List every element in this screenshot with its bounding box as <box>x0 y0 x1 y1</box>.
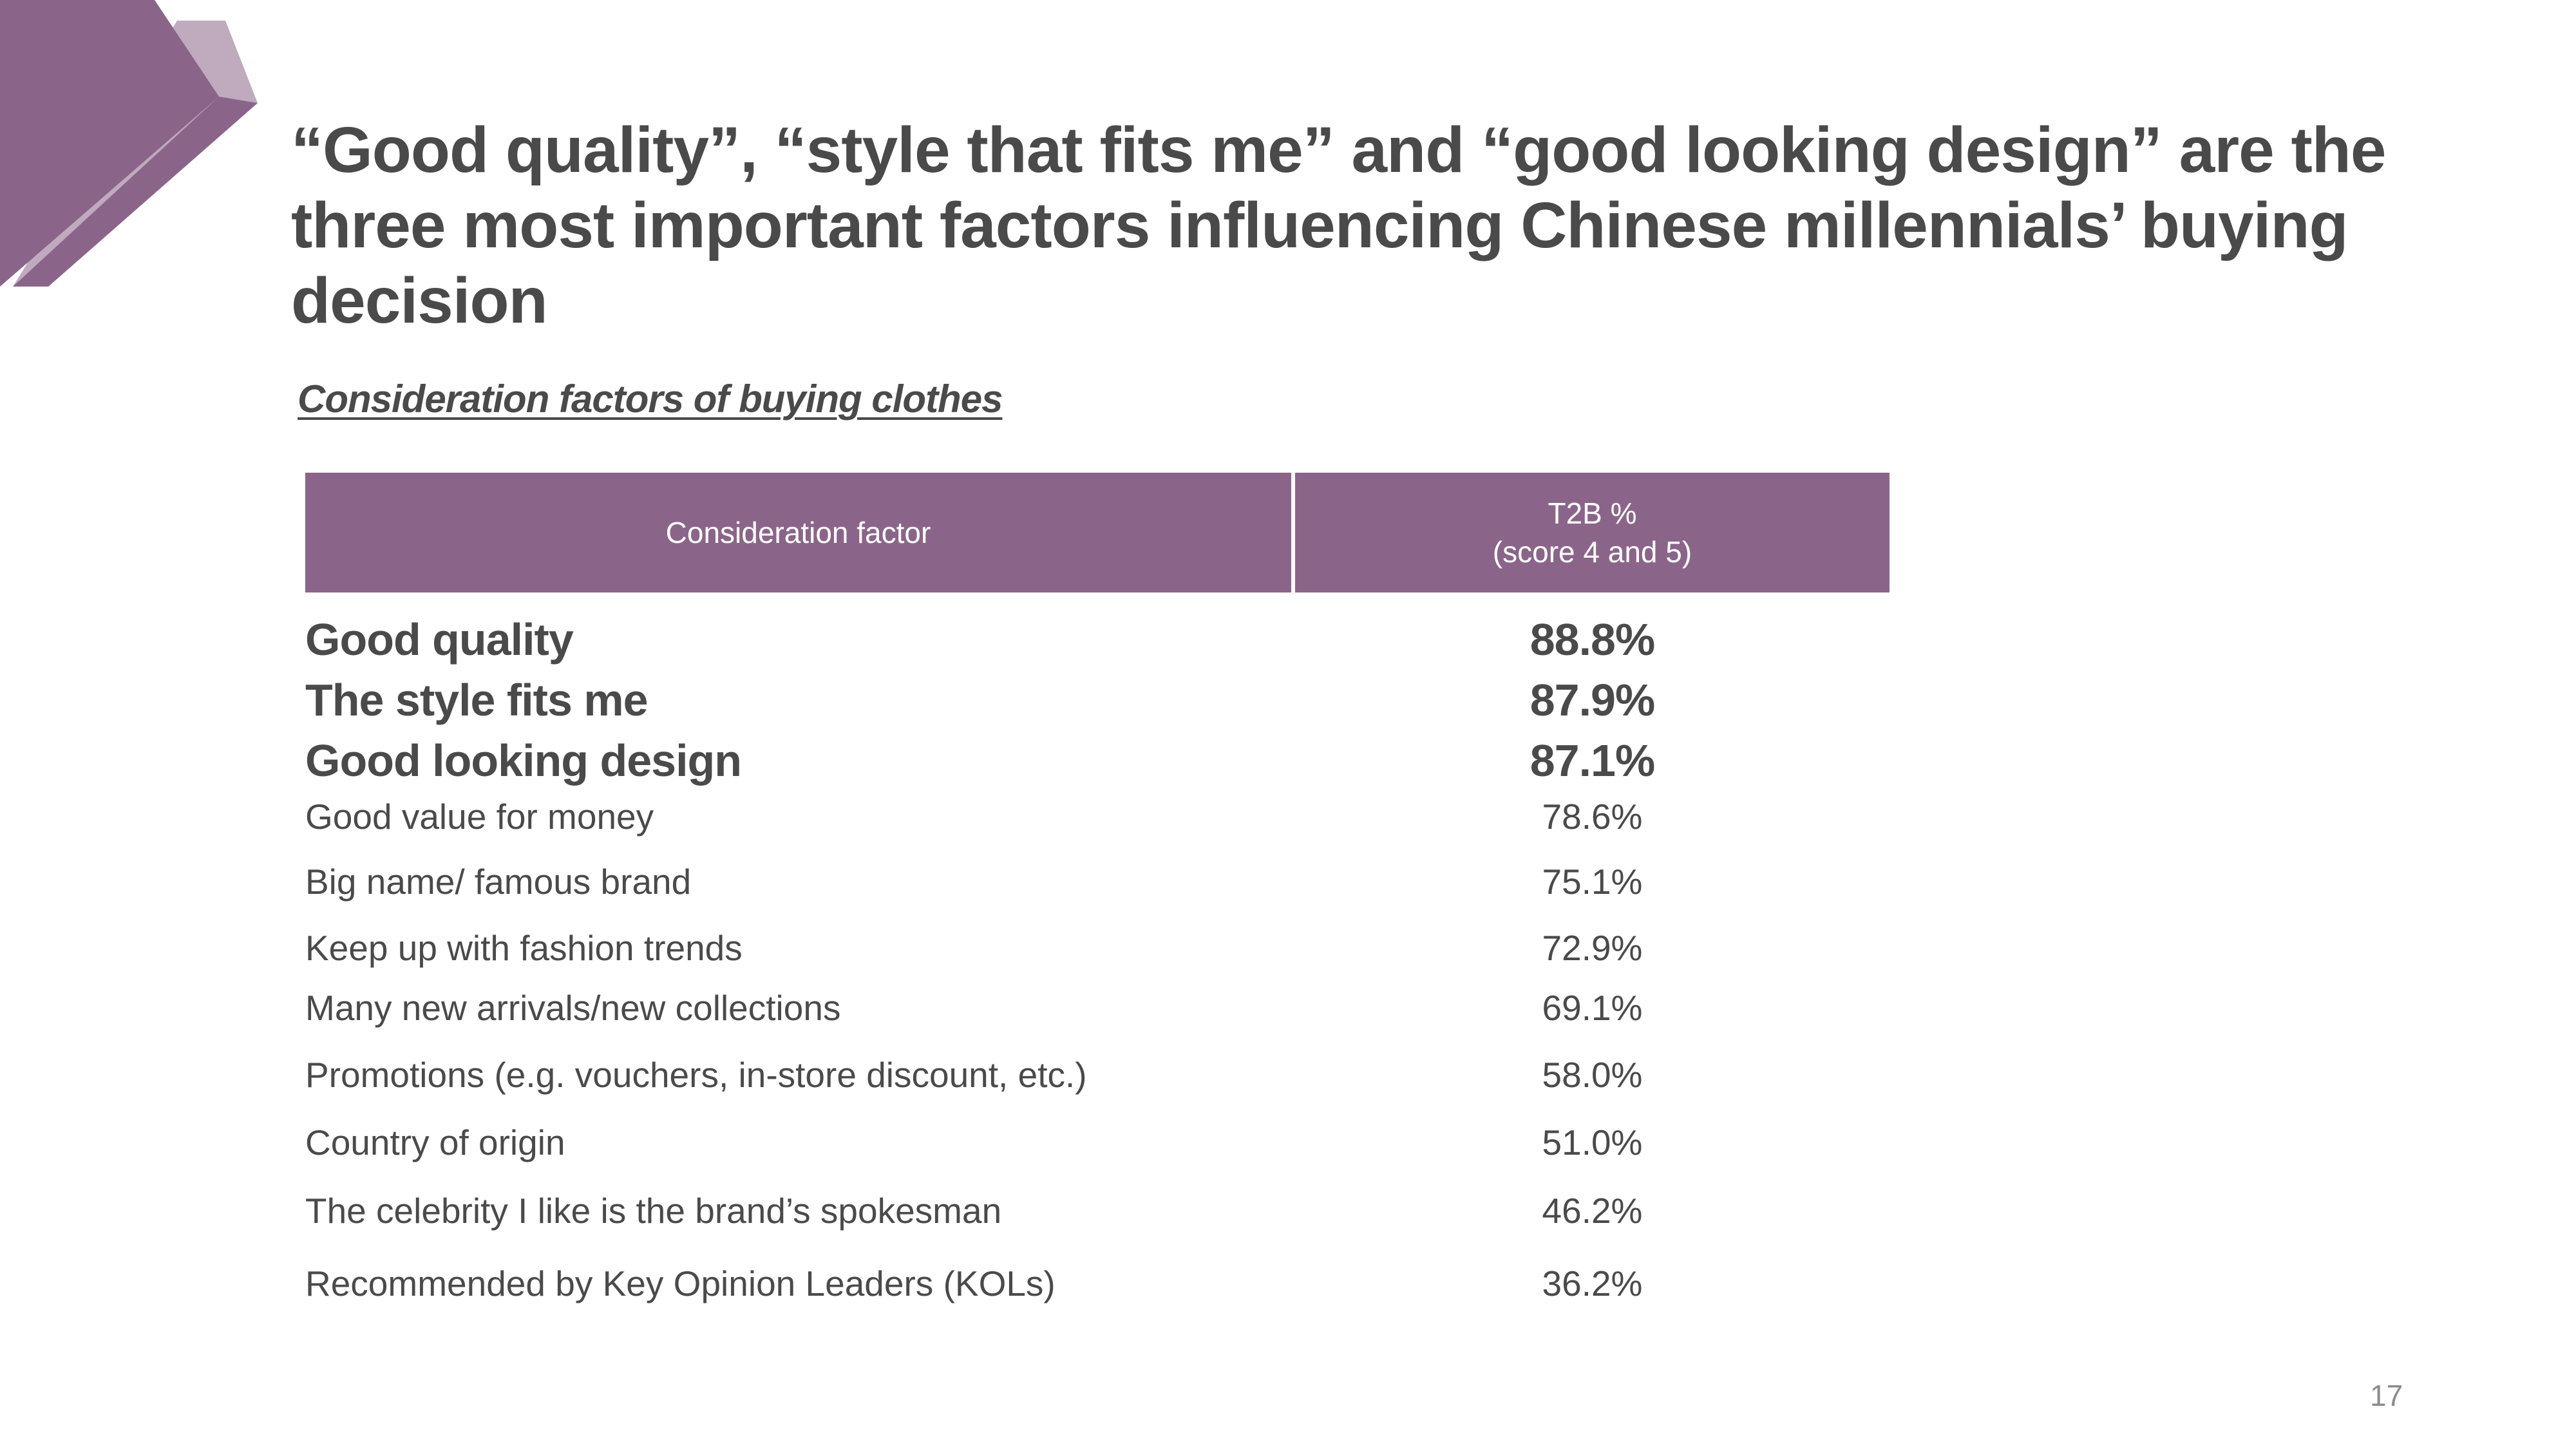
value-cell: 87.1% <box>1530 735 1655 786</box>
value-cell: 75.1% <box>1542 862 1643 902</box>
value-cell: 87.9% <box>1530 675 1655 725</box>
table-row: Good value for money 78.6% <box>305 788 1889 846</box>
value-cell: 51.0% <box>1542 1122 1643 1162</box>
factor-cell: The style fits me <box>305 675 649 725</box>
value-cell: 88.8% <box>1530 614 1655 665</box>
header-value-line1: T2B % <box>1548 497 1637 530</box>
table-row: Keep up with fashion trends 72.9% <box>305 919 1889 977</box>
header-value-line2: (score 4 and 5) <box>1492 535 1692 569</box>
factor-cell: Good quality <box>305 614 574 665</box>
factor-cell: Good value for money <box>305 797 654 837</box>
header-value: T2B % (score 4 and 5) <box>1295 473 1889 592</box>
table-row: Country of origin 51.0% <box>305 1113 1889 1171</box>
table-subtitle: Consideration factors of buying clothes <box>298 377 1003 421</box>
table-row: Many new arrivals/new collections 69.1% <box>305 979 1889 1037</box>
value-cell: 46.2% <box>1542 1191 1643 1231</box>
factor-cell: Big name/ famous brand <box>305 862 692 902</box>
value-cell: 36.2% <box>1542 1264 1643 1303</box>
table-row: Good quality 88.8% <box>305 611 1889 668</box>
value-cell: 78.6% <box>1542 797 1643 837</box>
factor-cell: Keep up with fashion trends <box>305 928 743 968</box>
table-row: Recommended by Key Opinion Leaders (KOLs… <box>305 1255 1889 1312</box>
value-cell: 69.1% <box>1542 988 1643 1028</box>
table-row: Good looking design 87.1% <box>305 732 1889 790</box>
header-divider <box>1291 473 1295 592</box>
page-number: 17 <box>2370 1379 2403 1412</box>
table-row: The style fits me 87.9% <box>305 671 1889 729</box>
table-header: Consideration factor T2B % (score 4 and … <box>305 473 1889 592</box>
slide-title: “Good quality”, “style that fits me” and… <box>291 114 2387 337</box>
chevron-decoration <box>0 0 258 287</box>
factor-cell: Recommended by Key Opinion Leaders (KOLs… <box>305 1264 1056 1303</box>
table-row: The celebrity I like is the brand’s spok… <box>305 1182 1889 1240</box>
factor-cell: Country of origin <box>305 1122 565 1162</box>
value-cell: 58.0% <box>1542 1055 1643 1095</box>
factor-cell: Good looking design <box>305 735 742 786</box>
factors-table: Consideration factor T2B % (score 4 and … <box>305 473 1889 1303</box>
table-row: Promotions (e.g. vouchers, in-store disc… <box>305 1046 1889 1104</box>
value-cell: 72.9% <box>1542 928 1643 968</box>
factor-cell: Promotions (e.g. vouchers, in-store disc… <box>305 1055 1087 1095</box>
header-factor: Consideration factor <box>305 473 1291 592</box>
factor-cell: Many new arrivals/new collections <box>305 988 841 1028</box>
table-row: Big name/ famous brand 75.1% <box>305 853 1889 911</box>
factor-cell: The celebrity I like is the brand’s spok… <box>305 1191 1002 1231</box>
